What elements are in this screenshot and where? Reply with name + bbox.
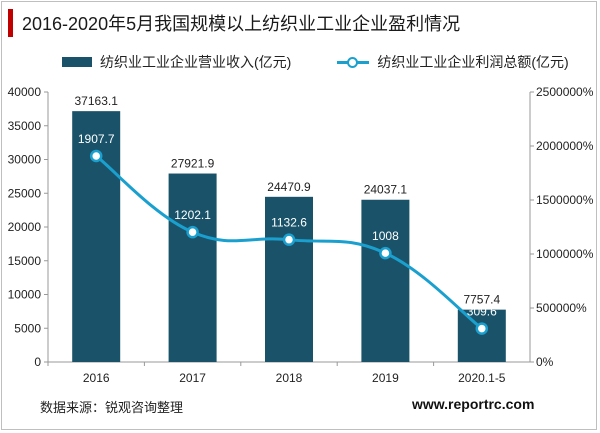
legend-line-swatch <box>337 57 370 68</box>
legend-label-profit: 纺织业工业企业利润总额(亿元) <box>377 54 569 70</box>
x-tick-label: 2019 <box>372 371 399 385</box>
x-tick-label: 2020.1-5 <box>458 371 506 385</box>
y-left-tick-label: 40000 <box>8 85 42 99</box>
legend-item-revenue: 纺织业工业企业营业收入(亿元) <box>62 52 291 72</box>
profit-point <box>379 246 392 260</box>
profit-data-label: 1907.7 <box>78 132 115 146</box>
y-right-tick-label: 0% <box>536 355 554 369</box>
revenue-bar <box>168 173 217 362</box>
title-accent-bar <box>8 9 13 37</box>
y-left-tick-label: 10000 <box>8 288 42 302</box>
profit-point <box>475 322 489 335</box>
x-tick-label: 2017 <box>179 371 206 385</box>
y-right-tick-label: 500000% <box>536 301 587 315</box>
profit-data-label: 1202.1 <box>174 208 211 222</box>
legend-label-revenue: 纺织业工业企业营业收入(亿元) <box>100 54 292 70</box>
profit-data-label: 1132.6 <box>271 216 307 230</box>
revenue-bar <box>361 199 410 362</box>
profit-data-label: 1008 <box>372 229 399 243</box>
y-right-tick-label: 1000000% <box>536 247 594 261</box>
legend-item-profit: 纺织业工业企业利润总额(亿元) <box>337 52 569 72</box>
website-label: www.reportrc.com <box>412 396 535 412</box>
y-left-tick-label: 35000 <box>8 119 42 133</box>
y-right-tick-label: 2000000% <box>536 139 594 153</box>
revenue-data-label: 24037.1 <box>364 183 408 197</box>
profit-data-label: 309.6 <box>467 305 497 319</box>
profit-point <box>282 233 296 246</box>
title-block: 2016-2020年5月我国规模以上纺织业工业企业盈利情况 <box>8 8 460 38</box>
y-left-tick-label: 30000 <box>8 153 42 167</box>
y-left-tick-label: 20000 <box>8 220 42 234</box>
revenue-bar <box>265 196 313 362</box>
revenue-bar <box>72 111 121 362</box>
revenue-data-label: 24470.9 <box>267 180 311 194</box>
y-left-tick-label: 5000 <box>14 321 41 335</box>
revenue-data-label: 7757.4 <box>463 293 500 307</box>
profit-point <box>186 225 199 239</box>
revenue-data-label: 27921.9 <box>171 157 215 171</box>
x-tick-label: 2016 <box>83 371 110 385</box>
y-left-tick-label: 25000 <box>8 186 42 200</box>
y-left-tick-label: 0 <box>34 355 41 369</box>
source-note: 数据来源：锐观咨询整理 <box>40 400 184 415</box>
y-right-tick-label: 2500000% <box>536 85 594 99</box>
legend-bar-swatch <box>62 57 92 67</box>
chart-title: 2016-2020年5月我国规模以上纺织业工业企业盈利情况 <box>22 14 461 34</box>
profit-point <box>89 149 103 163</box>
revenue-bar <box>457 309 506 362</box>
x-tick-label: 2018 <box>276 371 303 385</box>
legend: 纺织业工业企业营业收入(亿元) 纺织业工业企业利润总额(亿元) <box>62 52 600 72</box>
y-right-tick-label: 1500000% <box>536 193 594 207</box>
revenue-data-label: 37163.1 <box>75 94 119 108</box>
y-left-tick-label: 15000 <box>8 254 42 268</box>
